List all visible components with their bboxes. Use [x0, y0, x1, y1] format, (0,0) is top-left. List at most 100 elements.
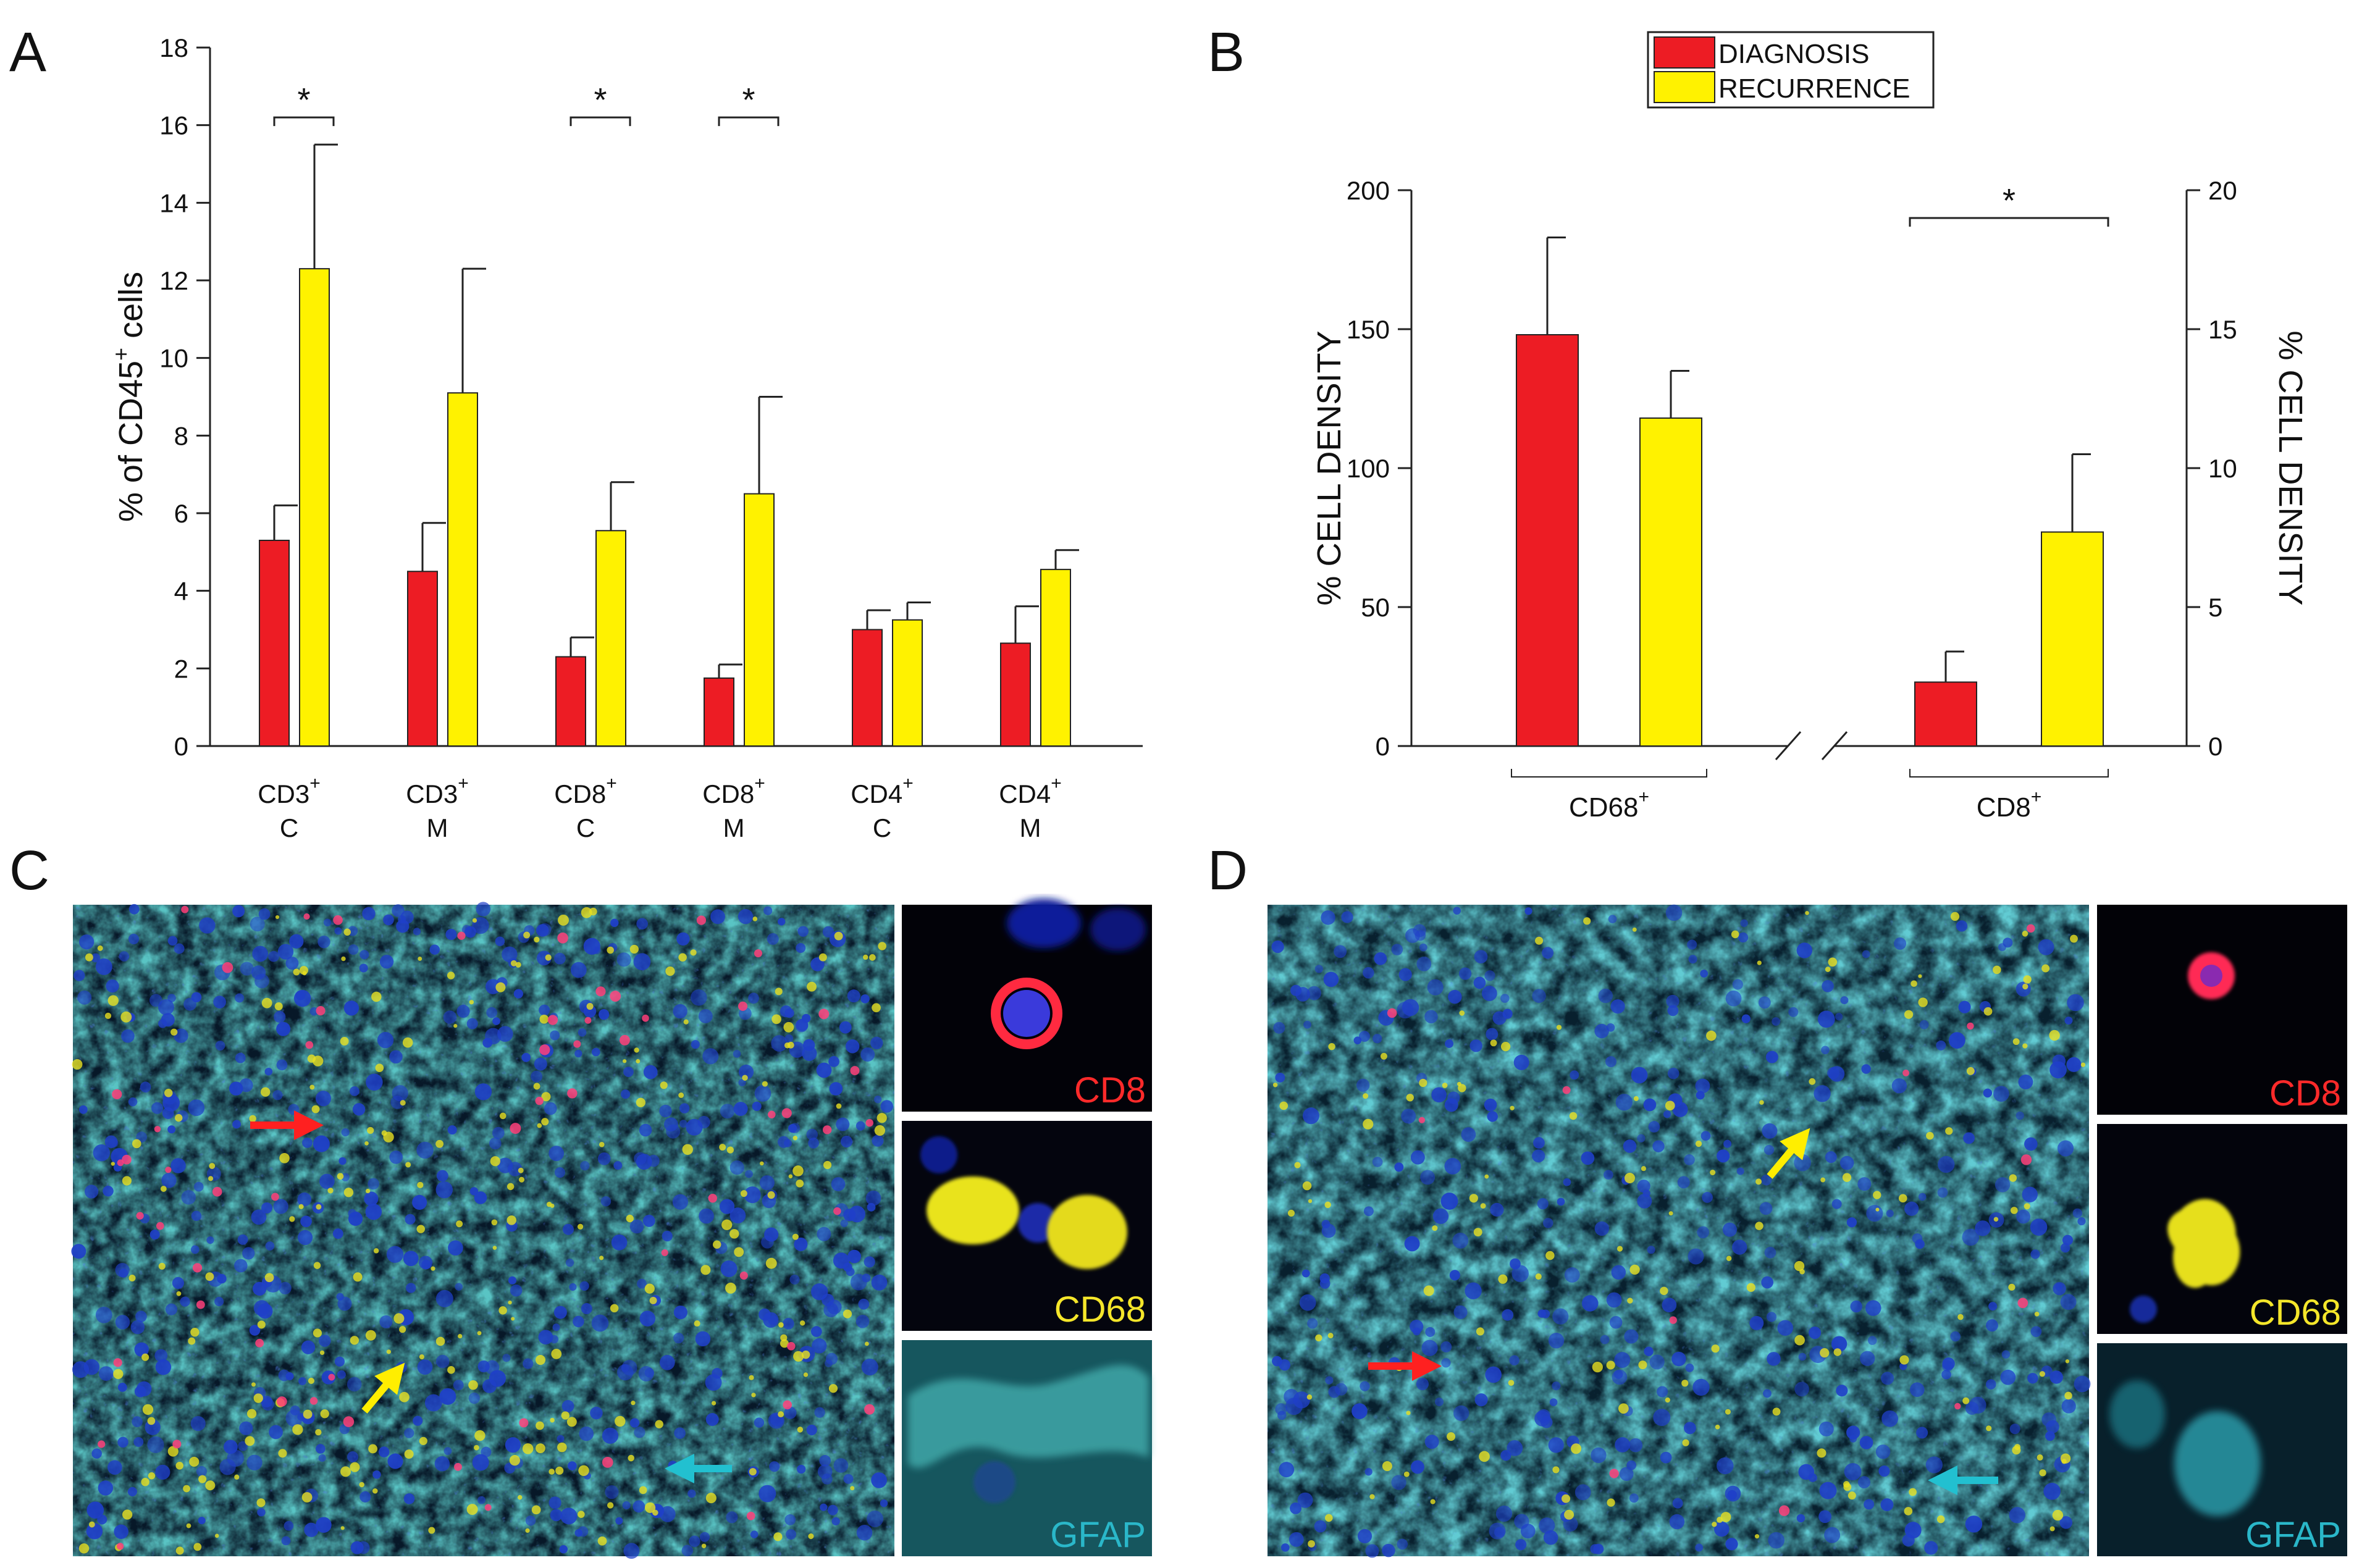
cd8-dot [2017, 1298, 2028, 1309]
nucleus-dot [379, 1315, 393, 1328]
nucleus-dot [634, 1427, 645, 1438]
nucleus-dot [2060, 1294, 2077, 1310]
nucleus-dot [880, 1499, 888, 1507]
nucleus-dot [1665, 904, 1683, 921]
nucleus-dot [365, 1203, 382, 1220]
cd68-dot [762, 1081, 768, 1087]
nucleus-dot [170, 1158, 186, 1173]
nucleus-dot [1688, 1248, 1704, 1265]
cd68-dot [1627, 1298, 1633, 1304]
nucleus-dot [272, 1090, 283, 1101]
cd68-dot [1479, 1451, 1490, 1462]
nucleus-dot [691, 1040, 700, 1049]
cd68-dot [313, 1262, 321, 1269]
cd68-dot [132, 1139, 141, 1149]
nucleus-dot [1672, 1498, 1683, 1509]
nucleus-dot [2064, 1017, 2073, 1025]
cd68-dot [1847, 1491, 1856, 1500]
cd68-dot [97, 945, 103, 951]
group-label-sup: + [2031, 787, 2042, 807]
cd68-dot [1616, 1246, 1623, 1252]
cd68-dot [2034, 1311, 2040, 1317]
nucleus-dot [559, 1545, 568, 1554]
nucleus-dot [539, 1004, 550, 1016]
nucleus-dot [474, 1083, 492, 1101]
nucleus-dot [1273, 1021, 1285, 1034]
nucleus-dot [1891, 1078, 1907, 1094]
cd68-dot [577, 1223, 584, 1230]
cd68-dot [725, 1282, 736, 1294]
nucleus-dot [390, 1096, 405, 1109]
cd68-dot [1447, 1432, 1456, 1441]
cd68-dot [578, 1465, 589, 1477]
cd68-dot [1682, 1439, 1689, 1446]
nucleus-dot [396, 1362, 407, 1373]
nucleus-dot [1796, 942, 1812, 958]
cd68-dot [701, 1543, 707, 1548]
nucleus-dot [297, 1230, 313, 1245]
cd68-dot [2070, 934, 2078, 943]
nucleus-dot [1357, 1528, 1372, 1543]
cd68-dot [107, 995, 119, 1006]
nucleus-dot [710, 909, 725, 924]
nucleus-dot [251, 965, 266, 980]
nucleus-dot [289, 934, 304, 949]
cd68-dot [303, 1409, 313, 1419]
cd68-dot [1817, 1448, 1826, 1458]
nucleus-dot [668, 1461, 678, 1470]
nucleus-dot [240, 962, 254, 976]
nucleus-dot [1594, 1221, 1610, 1236]
cd68-dot [1909, 1488, 1917, 1496]
nucleus-dot [513, 989, 523, 999]
nucleus-dot [1768, 1532, 1785, 1549]
cd68-dot [799, 1320, 805, 1326]
nucleus-dot [1402, 999, 1419, 1017]
cd68-dot [771, 1014, 781, 1025]
nucleus-dot [536, 924, 549, 937]
nucleus-dot [191, 992, 202, 1003]
cd68-dot [1432, 1225, 1438, 1231]
nucleus-dot [364, 1191, 379, 1206]
nucleus-dot [1864, 1499, 1875, 1510]
nucleus-dot [1372, 1034, 1382, 1044]
cd68-dot [537, 1123, 542, 1128]
cd68-dot [1726, 1256, 1732, 1261]
cd68-dot [1665, 1101, 1675, 1111]
cd68-dot [292, 1424, 303, 1435]
nucleus-dot [455, 1283, 463, 1291]
nucleus-dot [1453, 1405, 1469, 1422]
cd68-dot [1668, 1211, 1673, 1216]
inset-d-cd68-label: CD68 [2250, 1293, 2341, 1333]
nucleus-dot [276, 1021, 291, 1036]
nucleus-dot [359, 963, 368, 973]
nucleus-dot [1301, 1269, 1310, 1278]
cd68-dot [550, 1203, 555, 1208]
nucleus-dot [699, 1208, 714, 1224]
nucleus-dot [1532, 989, 1546, 1003]
nucleus-dot [1817, 1010, 1835, 1028]
nucleus-dot [1440, 1341, 1452, 1352]
nucleus-dot [107, 1460, 122, 1475]
nucleus-dot [362, 907, 376, 921]
nucleus-dot [1671, 1351, 1686, 1367]
nucleus-dot [495, 936, 505, 946]
nucleus-dot [1542, 947, 1554, 959]
nucleus-dot [268, 950, 279, 962]
cd68-dot [863, 954, 868, 960]
cd68-dot [749, 1375, 754, 1380]
significance-bracket [718, 116, 780, 127]
nucleus-dot [341, 1128, 350, 1137]
nucleus-dot [117, 1436, 128, 1448]
nucleus-dot [705, 1413, 719, 1426]
nucleus-dot [1760, 1174, 1772, 1186]
cd68-dot [629, 944, 639, 954]
nucleus-dot [1764, 1246, 1776, 1259]
cd68-dot [1306, 1394, 1313, 1400]
nucleus-dot [1612, 1369, 1628, 1385]
nucleus-dot [117, 1383, 127, 1392]
cd68-dot [518, 1176, 525, 1183]
y-axis-label: % of CD45+ cells [108, 272, 149, 522]
nucleus-dot [1637, 1193, 1652, 1209]
cd68-dot [418, 957, 422, 961]
y-tick-label: 0 [174, 732, 188, 761]
